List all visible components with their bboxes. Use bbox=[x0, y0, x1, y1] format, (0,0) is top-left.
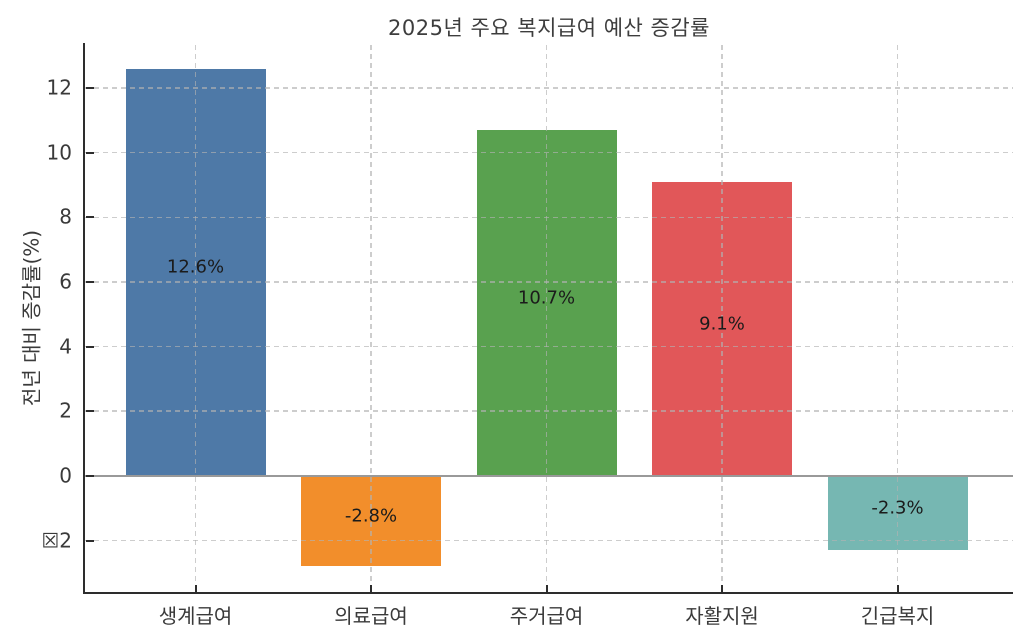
grid-line-v-2 bbox=[545, 45, 548, 592]
grid-line-h-4 bbox=[85, 345, 1013, 348]
x-tick-3 bbox=[721, 585, 723, 592]
bar-value-label-3: 9.1% bbox=[699, 313, 745, 335]
grid-line-h-12 bbox=[85, 87, 1013, 89]
grid-line-h-8 bbox=[85, 216, 1013, 219]
y-tick-8 bbox=[85, 216, 94, 219]
x-tick-0 bbox=[194, 585, 197, 592]
y-tick-10 bbox=[85, 151, 94, 154]
grid-line-h-10 bbox=[85, 151, 1013, 154]
grid-line-v-3 bbox=[721, 45, 723, 592]
y-tick-12 bbox=[85, 86, 94, 89]
y-tick-4 bbox=[85, 345, 94, 348]
y-tick-0 bbox=[85, 474, 94, 477]
y-tick-label-6: 6 bbox=[59, 269, 72, 294]
y-tick-label-8: 8 bbox=[59, 204, 72, 229]
zero-line bbox=[85, 474, 1013, 478]
bar-value-label-1: -2.8% bbox=[344, 505, 398, 527]
grid-line-h--2 bbox=[85, 539, 1013, 542]
grid-line-h-2 bbox=[85, 410, 1013, 413]
y-tick-6 bbox=[85, 280, 94, 283]
grid-line-v-0 bbox=[194, 45, 197, 592]
y-tick-label-2: 2 bbox=[59, 398, 72, 423]
x-tick-label-3: 자활지원 bbox=[685, 604, 759, 628]
chart-title: 2025년 주요 복지급여 예산 증감률 bbox=[388, 16, 710, 40]
grid-line-v-1 bbox=[370, 45, 372, 592]
y-tick-label-0: 0 bbox=[59, 463, 72, 488]
grid-line-h-6 bbox=[85, 281, 1013, 283]
x-tick-label-2: 주거급여 bbox=[509, 604, 584, 628]
y-tick--2 bbox=[85, 539, 94, 542]
y-tick-label-10: 10 bbox=[46, 140, 72, 165]
x-axis-spine bbox=[83, 592, 1013, 595]
bar-value-label-0: 12.6% bbox=[166, 256, 225, 278]
grid-line-v-4 bbox=[896, 45, 899, 592]
bar-value-label-4: -2.3% bbox=[871, 497, 924, 519]
x-tick-label-1: 의료급여 bbox=[334, 604, 408, 628]
bar-value-label-2: 10.7% bbox=[517, 287, 576, 309]
x-tick-4 bbox=[896, 585, 899, 592]
x-tick-1 bbox=[370, 585, 372, 592]
y-tick-label-12: 12 bbox=[46, 75, 72, 100]
y-axis-spine bbox=[83, 43, 86, 594]
y-tick-label--2: ☒2 bbox=[41, 528, 72, 553]
y-tick-label-4: 4 bbox=[59, 334, 72, 359]
x-tick-label-0: 생계급여 bbox=[158, 604, 233, 628]
y-tick-2 bbox=[85, 410, 94, 413]
x-tick-label-4: 긴급복지 bbox=[860, 604, 935, 628]
x-tick-2 bbox=[545, 585, 548, 592]
